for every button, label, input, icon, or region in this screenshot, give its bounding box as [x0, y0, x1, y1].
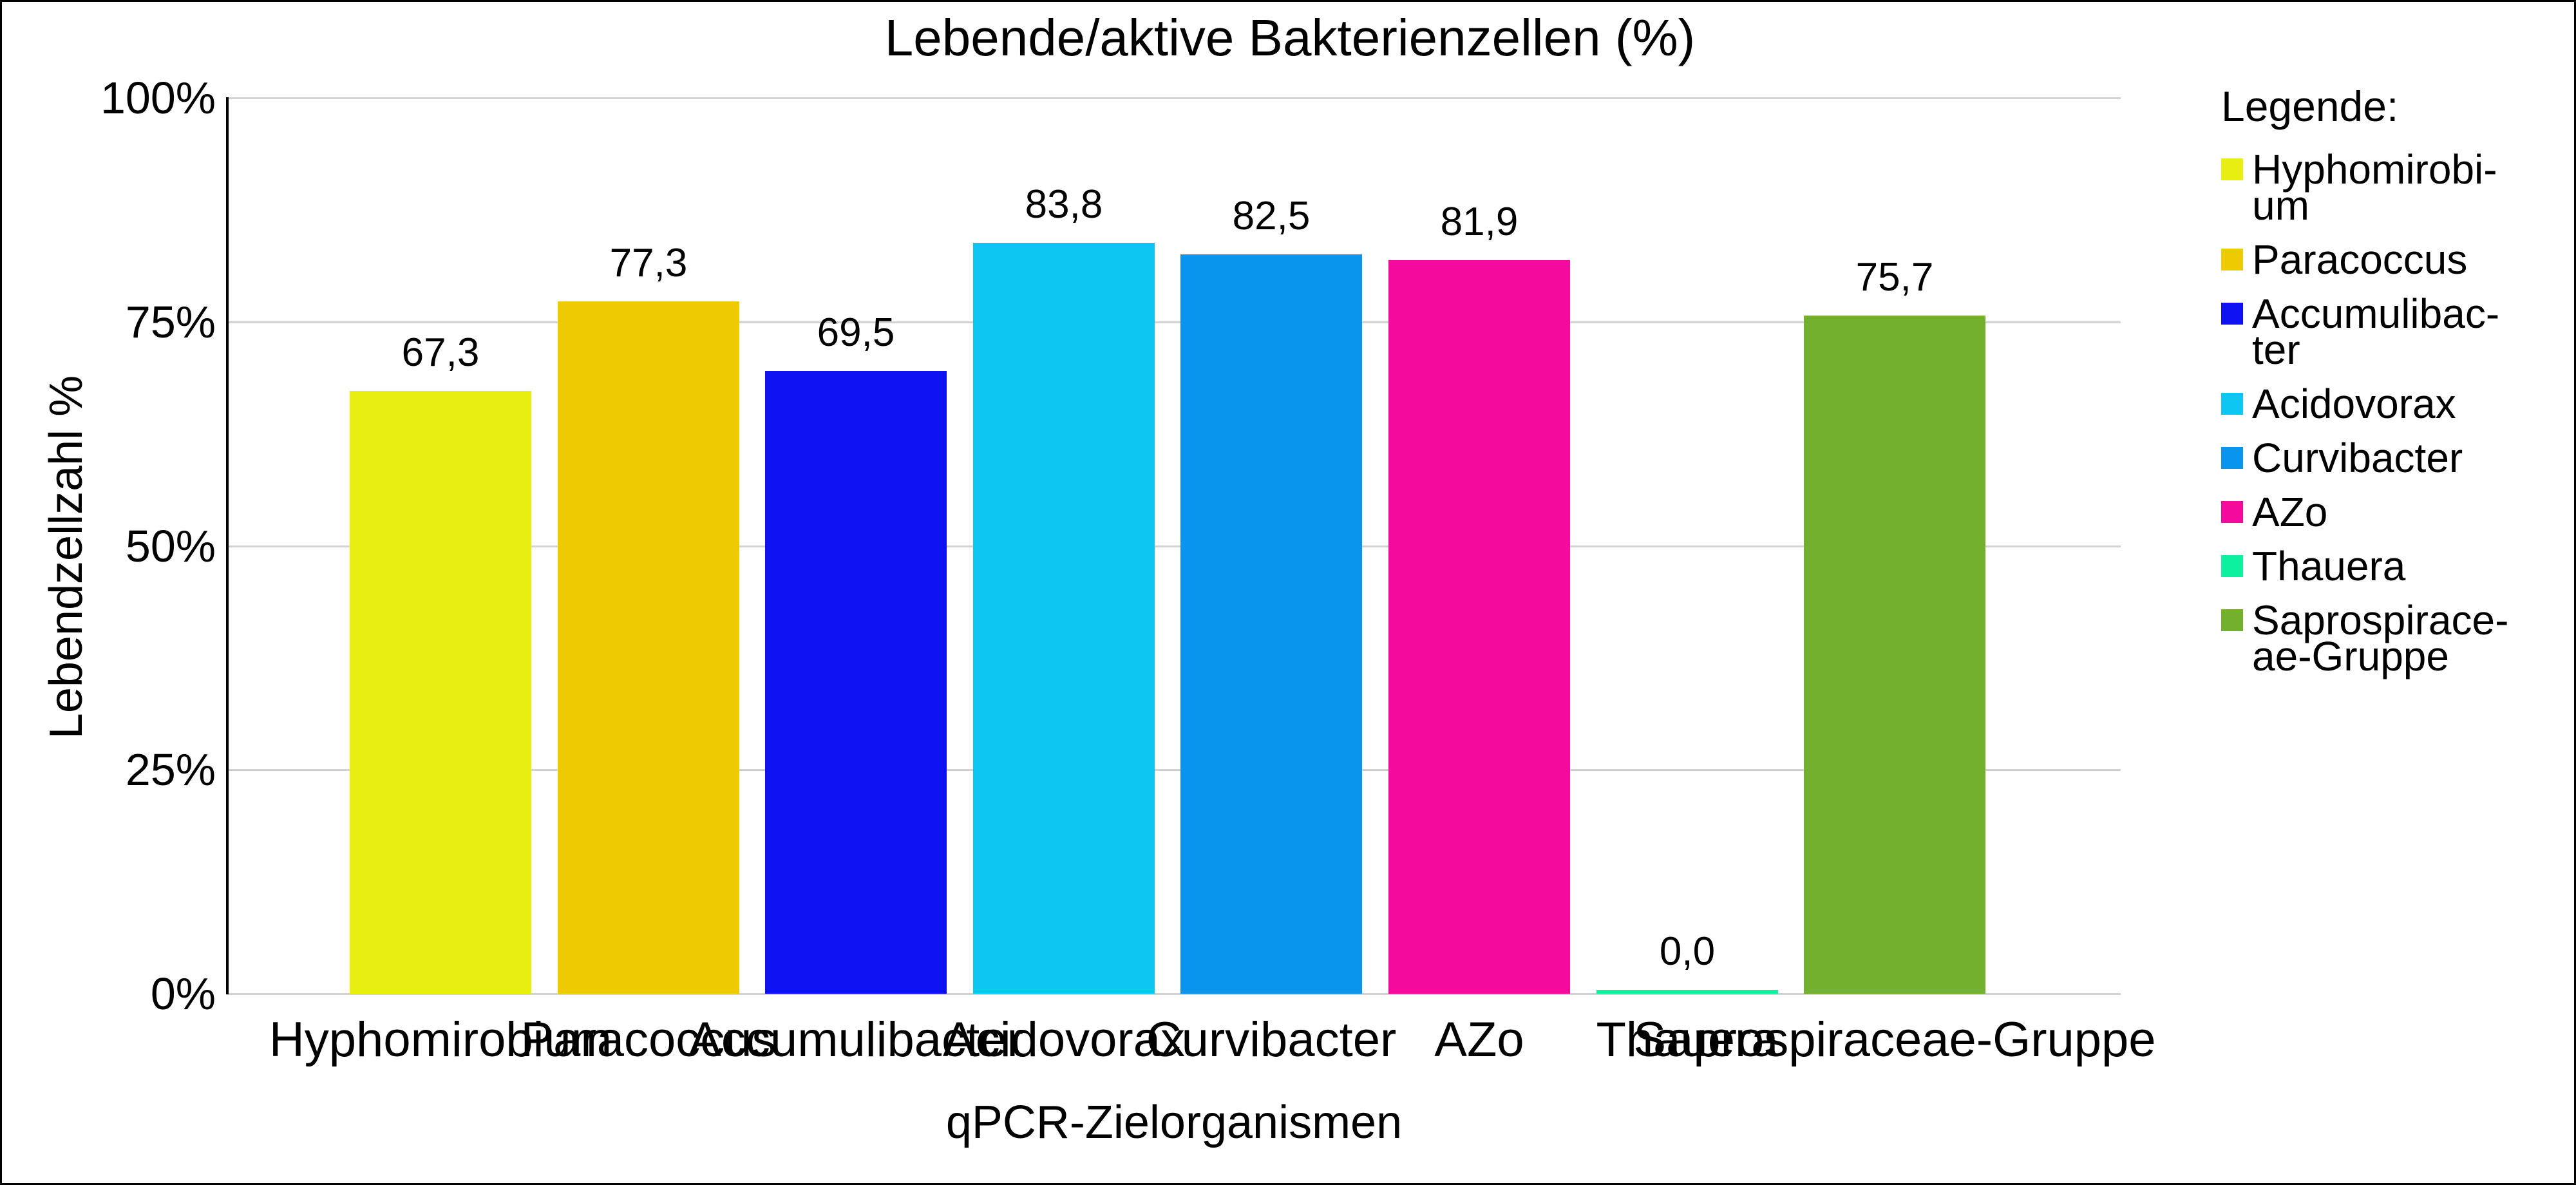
legend-item-label: Hyphomirobi-um: [2252, 146, 2497, 229]
value-label-Curvibacter: 82,5: [1232, 194, 1311, 238]
value-label-Saprospiraceae-Gruppe: 75,7: [1855, 255, 1934, 299]
bar-Accumulibacter: [765, 371, 947, 994]
legend-item-Paracoccus: Paracoccus: [2221, 236, 2572, 283]
legend-label-line: ter: [2252, 327, 2300, 373]
legend-swatch-Curvibacter: [2221, 447, 2243, 469]
legend-item-label: AZo: [2252, 489, 2328, 535]
y-tick-label: 0%: [150, 969, 216, 1019]
value-label-AZo: 81,9: [1440, 200, 1519, 244]
legend-item-label: Thauera: [2252, 543, 2406, 589]
legend-label-line: Accumulibac-: [2252, 290, 2500, 337]
legend-item-label: Paracoccus: [2252, 236, 2468, 283]
legend-item-AZo: AZo: [2221, 489, 2572, 535]
bar-Thauera: [1596, 990, 1778, 994]
y-tick-label: 25%: [125, 744, 216, 795]
x-tick-label-Acidovorax: Acidovorax: [943, 1012, 1185, 1067]
value-label-Accumulibacter: 69,5: [817, 310, 895, 355]
legend-item-Hyphomirobium: Hyphomirobi-um: [2221, 146, 2572, 229]
legend-item-label: Curvibacter: [2252, 435, 2463, 481]
x-tick-label-Hyphomirobium: Hyphomirobium: [269, 1012, 612, 1067]
x-tick-label-Accumulibacter: Accumulibacter: [688, 1012, 1023, 1067]
value-label-Paracoccus: 77,3: [609, 241, 688, 285]
value-label-Hyphomirobium: 67,3: [401, 330, 480, 375]
gridline-100pct: [227, 97, 2121, 99]
value-label-Acidovorax: 83,8: [1025, 182, 1103, 227]
legend-item-Acidovorax: Acidovorax: [2221, 381, 2572, 427]
legend-heading: Legende:: [2221, 82, 2399, 130]
x-tick-label-Saprospiraceae-Gruppe: Saprospiraceae-Gruppe: [1633, 1012, 2156, 1067]
x-axis-title: qPCR-Zielorganismen: [945, 1097, 1403, 1148]
x-tick-label-Thauera: Thauera: [1596, 1012, 1779, 1067]
bar-Curvibacter: [1180, 254, 1362, 994]
legend-item-label: Accumulibac-ter: [2252, 290, 2500, 373]
legend-item-Curvibacter: Curvibacter: [2221, 435, 2572, 481]
legend-label-line: um: [2252, 182, 2309, 229]
y-tick-label: 50%: [125, 521, 216, 571]
legend-item-Saprospiraceae-Gruppe: Saprospirace-ae-Gruppe: [2221, 597, 2572, 679]
value-label-Thauera: 0,0: [1659, 929, 1716, 974]
chart-title: Lebende/aktive Bakterienzellen (%): [884, 9, 1696, 66]
gridline-75pct: [227, 321, 2121, 323]
legend-swatch-Thauera: [2221, 555, 2243, 577]
legend-swatch-Accumulibacter: [2221, 303, 2243, 325]
bar-Hyphomirobium: [350, 391, 531, 994]
legend-item-Thauera: Thauera: [2221, 543, 2572, 589]
legend-label-line: Thauera: [2252, 543, 2406, 589]
legend-swatch-Saprospiraceae-Gruppe: [2221, 609, 2243, 631]
bar-Saprospiraceae-Gruppe: [1804, 316, 1985, 994]
y-axis-line: [226, 97, 229, 994]
legend-item-label: Saprospirace-ae-Gruppe: [2252, 597, 2509, 679]
legend-item-Accumulibacter: Accumulibac-ter: [2221, 290, 2572, 373]
legend-label-line: ae-Gruppe: [2252, 633, 2449, 679]
x-tick-label-Curvibacter: Curvibacter: [1146, 1012, 1397, 1067]
x-tick-label-AZo: AZo: [1434, 1012, 1524, 1067]
legend-label-line: Saprospirace-: [2252, 597, 2509, 643]
y-tick-label: 75%: [125, 297, 216, 347]
legend-swatch-Acidovorax: [2221, 393, 2243, 415]
bar-AZo: [1388, 260, 1570, 994]
bar-Paracoccus: [558, 301, 739, 994]
legend-items: Hyphomirobi-um Paracoccus Accumulibac-ter A…: [2221, 146, 2572, 679]
legend-label-line: AZo: [2252, 489, 2328, 535]
x-tick-label-Paracoccus: Paracoccus: [520, 1012, 777, 1067]
legend-label-line: Curvibacter: [2252, 435, 2463, 481]
gridline-25pct: [227, 769, 2121, 771]
legend-label-line: Acidovorax: [2252, 381, 2456, 427]
gridline-0pct: [227, 993, 2121, 995]
legend-swatch-Hyphomirobium: [2221, 158, 2243, 180]
legend-label-line: Paracoccus: [2252, 236, 2468, 283]
gridline-50pct: [227, 545, 2121, 547]
y-tick-label: 100%: [100, 73, 216, 123]
legend-label-line: Hyphomirobi-: [2252, 146, 2497, 193]
legend-item-label: Acidovorax: [2252, 381, 2456, 427]
legend: Legende: Hyphomirobi-um Paracoccus Accumul…: [2221, 82, 2572, 679]
legend-swatch-AZo: [2221, 501, 2243, 523]
bar-Acidovorax: [973, 243, 1155, 994]
legend-swatch-Paracoccus: [2221, 249, 2243, 270]
